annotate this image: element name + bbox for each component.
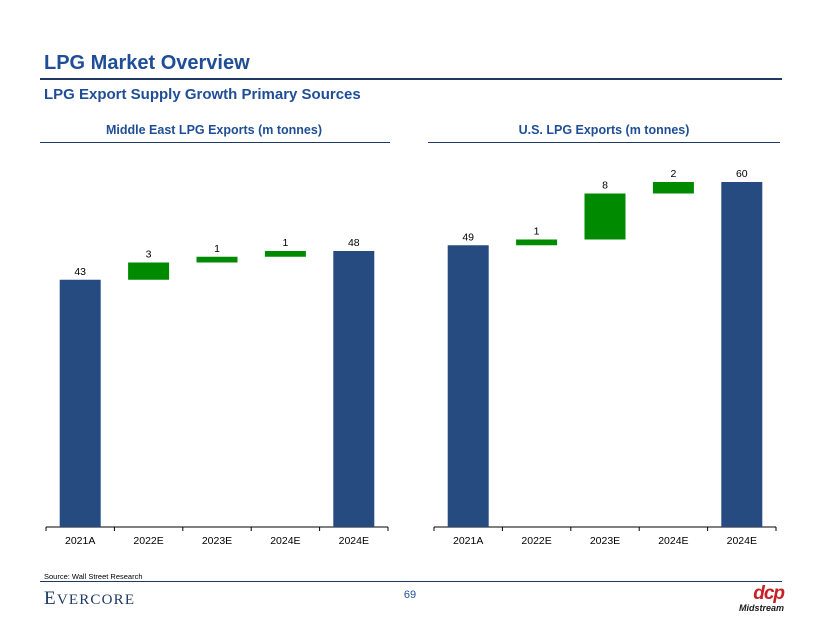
dcp-mark: dcp	[753, 583, 785, 604]
data-label: 48	[348, 237, 360, 249]
source-note: Source: Wall Street Research	[44, 572, 143, 581]
footer-divider	[40, 581, 782, 582]
waterfall-chart-middle-east: 43 2021A 3 2022E 1 2023E 1 2024E 48 2024E	[45, 237, 389, 547]
x-tick-label: 2022E	[133, 535, 163, 547]
data-label: 8	[602, 180, 608, 192]
data-label: 1	[534, 226, 540, 238]
chart-title-middle-east: Middle East LPG Exports (m tonnes)	[106, 123, 322, 137]
increment-bar	[516, 239, 558, 246]
x-tick-label: 2021A	[65, 535, 95, 547]
x-tick-label: 2023E	[590, 535, 620, 547]
x-tick-label: 2023E	[202, 535, 232, 547]
increment-bar	[652, 182, 694, 194]
chart-title-us: U.S. LPG Exports (m tonnes)	[518, 123, 690, 137]
increment-bar	[584, 193, 626, 240]
chart-title-rule-us	[428, 142, 780, 143]
total-bar	[721, 182, 763, 527]
x-tick-label: 2024E	[727, 535, 757, 547]
data-label: 43	[74, 266, 86, 278]
increment-bar	[264, 251, 306, 257]
data-label: 60	[736, 168, 748, 180]
x-tick-label: 2021A	[453, 535, 483, 547]
data-label: 1	[282, 237, 288, 249]
x-tick-label: 2024E	[339, 535, 369, 547]
logo-rest: VERCORE	[56, 592, 136, 608]
waterfall-chart-us: 49 2021A 1 2022E 8 2023E 2 2024E 60 2024E	[433, 168, 777, 547]
evercore-logo: EVERCORE	[44, 588, 135, 610]
chart-title-rule-middle-east	[40, 142, 390, 143]
data-label: 3	[146, 249, 152, 261]
logo-initial: E	[44, 588, 57, 609]
increment-bar	[128, 262, 170, 280]
x-tick-label: 2022E	[521, 535, 551, 547]
total-bar	[59, 279, 101, 527]
page-subtitle: LPG Export Supply Growth Primary Sources	[44, 86, 361, 103]
x-tick-label: 2024E	[270, 535, 300, 547]
data-label: 49	[462, 231, 474, 243]
page-number: 69	[403, 589, 417, 601]
dcp-subtext: Midstream	[738, 603, 784, 613]
data-label: 2	[670, 168, 676, 180]
page-title: LPG Market Overview	[44, 52, 250, 74]
total-bar	[447, 245, 489, 527]
total-bar	[333, 251, 375, 527]
x-tick-label: 2024E	[658, 535, 688, 547]
dcp-midstream-logo: dcp Midstream	[736, 583, 785, 620]
title-divider	[40, 78, 782, 80]
increment-bar	[196, 256, 238, 263]
data-label: 1	[214, 243, 220, 255]
